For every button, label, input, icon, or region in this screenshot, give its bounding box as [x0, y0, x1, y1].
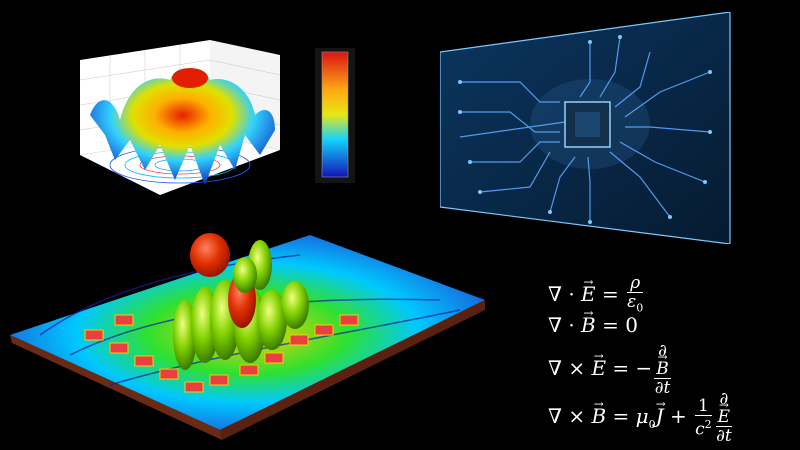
curl-operator: ∇ ×: [548, 356, 592, 380]
permeability-symbol: μ: [635, 404, 649, 428]
gauss-law-electric: ∇ · E = ρε0: [548, 271, 645, 317]
maxwell-equations: ∇ · E = ρε0 ∇ · B = 0 ∇ × E = −∂B∂t ∇ × …: [548, 268, 793, 445]
3d-surface-plot-graphic: [79, 40, 355, 195]
magnetic-field-symbol: B: [591, 393, 606, 427]
speed-of-light-symbol: c: [695, 419, 705, 440]
faraday-law: ∇ × E = −∂B∂t: [548, 342, 673, 397]
divergence-operator: ∇ ·: [548, 282, 582, 307]
equals-sign: =: [606, 404, 636, 428]
ampere-maxwell-law: ∇ × B = μ0J + 1c2∂E∂t: [548, 390, 734, 445]
divergence-operator: ∇ ·: [548, 313, 582, 337]
magnetic-field-symbol: B: [581, 302, 596, 336]
current-density-symbol: J: [656, 393, 664, 427]
subscript: 0: [648, 418, 656, 431]
superscript: 2: [704, 417, 712, 431]
subscript: 0: [636, 301, 644, 315]
equation-rhs: = 0: [595, 313, 638, 337]
numerator-one: 1: [695, 397, 712, 416]
plus-sign: +: [663, 404, 694, 428]
equals-sign: = −: [606, 356, 653, 380]
permittivity-symbol: ε: [627, 292, 637, 312]
circuit-board-graphic: [440, 12, 731, 244]
curl-operator: ∇ ×: [548, 404, 592, 428]
time-derivative: ∂t: [716, 426, 732, 446]
equals-sign: =: [595, 282, 626, 307]
gauss-law-magnetic: ∇ · B = 0: [548, 302, 638, 337]
magnetic-field-symbol: B: [656, 348, 669, 378]
electric-field-symbol: E: [591, 345, 606, 379]
charge-density-symbol: ρ: [630, 273, 641, 293]
electric-field-symbol: E: [581, 271, 596, 305]
electric-field-symbol: E: [718, 396, 731, 426]
antenna-radiation-pattern-graphic: [10, 233, 485, 440]
